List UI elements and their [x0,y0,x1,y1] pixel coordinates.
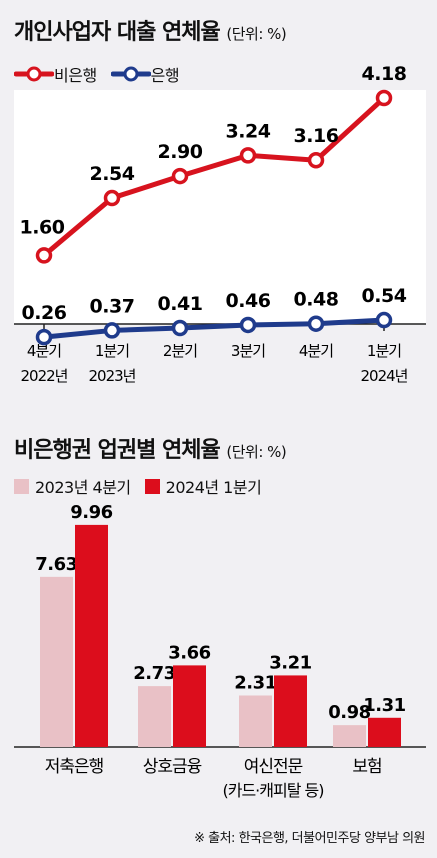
bar-label-2023q4: 2.73 [133,663,175,684]
x-tick-year-label: 2022년 [21,367,68,385]
point-bank [375,311,393,329]
bar-2024q1 [75,524,108,747]
data-label-bank: 0.37 [90,295,135,317]
x-tick-label: 4분기 [27,342,61,360]
bar-2023q4 [138,686,171,747]
data-label-nonbank: 1.60 [20,216,65,238]
x-tick-year-label: 2023년 [89,367,136,385]
legend-nonbank-marker [14,66,54,82]
data-label-nonbank: 4.18 [362,63,407,85]
bar-2024q1 [368,717,401,747]
bar-label-2024q1: 1.31 [363,695,405,716]
legend-2024q1-label: 2024년 1분기 [165,478,262,497]
legend-bank-marker [110,66,151,82]
data-label-bank: 0.41 [158,293,203,315]
chart1-legend: 비은행 은행 [14,62,193,86]
point-nonbank [239,147,257,164]
legend-2023q4-swatch [14,478,29,494]
series-line-nonbank [41,95,387,258]
category-label: 저축은행 [45,757,104,777]
x-tick-label: 4분기 [299,342,333,360]
bar-2024q1 [274,675,307,747]
bar-label-2024q1: 9.96 [70,502,112,523]
category-label: 여신전문 [244,757,303,777]
point-bank [171,319,189,337]
legend-2024q1-swatch [144,478,160,494]
legend-item-2024q1: 2024년 1분기 [144,474,262,498]
chart2-title-text: 비은행권 업권별 연체율 [14,438,221,463]
bar-label-2023q4: 0.98 [328,702,370,723]
bar-label-2023q4: 2.31 [234,672,276,693]
bar-2023q4 [239,695,272,747]
data-label-nonbank: 3.16 [294,125,339,147]
x-tick-label: 1분기 [95,342,129,360]
bar-2023q4 [333,725,366,747]
chart1-title: 개인사업자 대출 연체율 (단위: %) [14,14,287,46]
point-nonbank [375,89,393,107]
chart2-title: 비은행권 업권별 연체율 (단위: %) [14,432,287,464]
legend-bank-label: 은행 [150,66,180,85]
category-label: 보험 [352,757,381,777]
point-nonbank [103,189,121,207]
plot-area [14,90,426,324]
point-nonbank [307,151,325,169]
x-tick-label: 1분기 [367,342,401,360]
bar-2023q4 [40,576,73,747]
data-label-nonbank: 3.24 [226,120,271,142]
data-label-bank: 0.54 [362,285,407,307]
x-tick-label: 3분기 [231,342,265,360]
legend-item-2023q4: 2023년 4분기 [14,474,131,498]
category-sublabel: (카드·캐피탈 등) [223,781,324,800]
bar-label-2024q1: 3.21 [269,652,311,673]
point-bank [239,316,257,334]
x-tick-year-label: 2024년 [361,367,408,385]
point-bank [103,322,121,339]
point-nonbank [35,247,53,264]
point-bank [307,315,325,332]
chart2-unit: (단위: %) [226,443,287,461]
category-label: 상호금융 [143,757,202,777]
source-note: ※ 출처: 한국은행, 더불어민주당 양부남 의원 [194,831,425,846]
chart1-unit: (단위: %) [226,25,287,43]
bar-label-2024q1: 3.66 [168,642,210,663]
bar-2024q1 [173,665,206,747]
data-label-nonbank: 2.54 [90,163,135,185]
point-nonbank [171,167,189,185]
bar-chart: 7.63 9.96 저축은행 2.733.66 상호금융 2.313.21 여신전문 (카드·… [14,502,426,800]
bar-label-2023q4: 7.63 [35,554,77,575]
legend-item-bank: 은행 [110,62,180,86]
legend-item-nonbank: 비은행 [14,62,97,86]
data-label-bank: 0.26 [22,302,67,324]
line-chart: 4분기 2022년 1분기 2023년 2분기 3분기 4분기 1분기 2024년 1.60 2.5… [14,63,426,385]
x-tick-label: 2분기 [163,342,197,360]
data-label-bank: 0.48 [294,289,339,311]
legend-nonbank-label: 비은행 [54,66,97,85]
legend-2023q4-label: 2023년 4분기 [35,478,131,497]
chart2-legend: 2023년 4분기 2024년 1분기 [14,474,275,498]
series-line-bank [41,317,387,340]
data-label-nonbank: 2.90 [158,141,203,163]
point-bank [35,328,53,346]
data-label-bank: 0.46 [226,290,271,312]
chart1-title-text: 개인사업자 대출 연체율 [14,20,221,45]
